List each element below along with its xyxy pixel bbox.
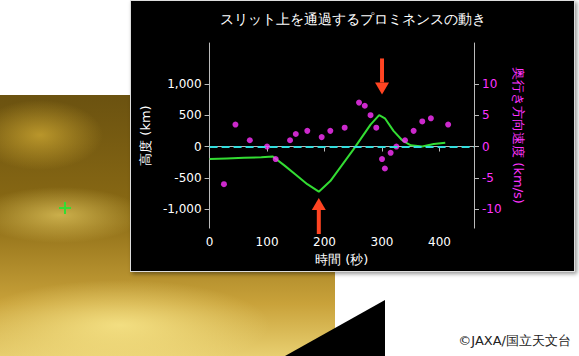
svg-text:-10: -10: [482, 202, 502, 216]
svg-text:-5: -5: [482, 171, 494, 185]
svg-text:奥行き方向速度 (km/s): 奥行き方向速度 (km/s): [511, 67, 526, 204]
svg-text:0: 0: [194, 140, 202, 154]
svg-text:10: 10: [482, 77, 497, 91]
svg-text:200: 200: [313, 235, 336, 249]
svg-text:時間 (秒): 時間 (秒): [315, 252, 368, 267]
svg-text:500: 500: [179, 108, 202, 122]
svg-text:5: 5: [482, 108, 490, 122]
svg-text:300: 300: [371, 235, 394, 249]
html-text:©JAXA/国立天文台: ©JAXA/国立天文台: [458, 333, 571, 348]
svg-text:100: 100: [256, 235, 279, 249]
svg-text:スリット上を通過するプロミネンスの動き: スリット上を通過するプロミネンスの動き: [220, 11, 486, 27]
svg-text:400: 400: [428, 235, 451, 249]
svg-text:1,000: 1,000: [167, 77, 201, 91]
svg-text:-1,000: -1,000: [163, 202, 202, 216]
svg-text:-500: -500: [174, 171, 201, 185]
svg-text:0: 0: [206, 235, 214, 249]
svg-text:0: 0: [482, 140, 490, 154]
svg-text:高度 (km): 高度 (km): [138, 105, 153, 165]
